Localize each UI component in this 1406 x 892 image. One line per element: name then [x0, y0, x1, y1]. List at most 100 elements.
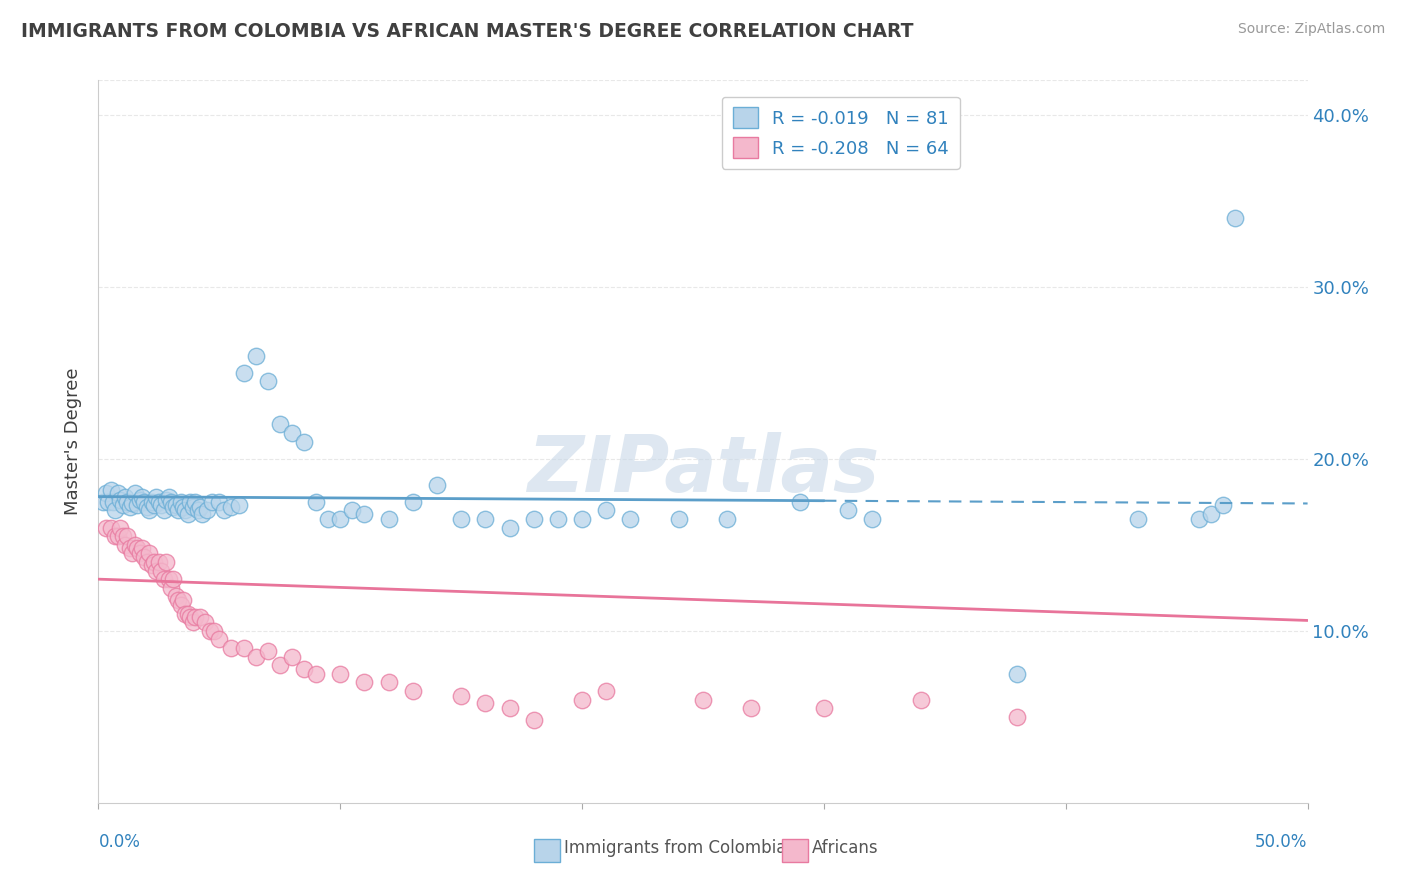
Point	[141, 558, 163, 573]
Text: Immigrants from Colombia: Immigrants from Colombia	[564, 838, 786, 856]
Point	[141, 494, 163, 508]
Point	[160, 494, 183, 508]
Point	[181, 500, 204, 514]
Point	[169, 598, 191, 612]
Point	[402, 684, 425, 698]
Point	[269, 417, 291, 432]
Point	[910, 692, 932, 706]
Point	[143, 498, 166, 512]
Legend: R = -0.019   N = 81, R = -0.208   N = 64: R = -0.019 N = 81, R = -0.208 N = 64	[721, 96, 960, 169]
Point	[281, 649, 304, 664]
Point	[124, 538, 146, 552]
Point	[157, 490, 180, 504]
Point	[143, 555, 166, 569]
Point	[157, 572, 180, 586]
Point	[138, 503, 160, 517]
Point	[474, 696, 496, 710]
Point	[150, 564, 173, 578]
Point	[167, 503, 190, 517]
Point	[228, 498, 250, 512]
Point	[155, 493, 177, 508]
Point	[353, 507, 375, 521]
Point	[127, 541, 149, 556]
Point	[124, 486, 146, 500]
Point	[292, 662, 315, 676]
Point	[100, 483, 122, 497]
Text: 0.0%: 0.0%	[98, 833, 141, 851]
Point	[108, 520, 131, 534]
Point	[523, 713, 546, 727]
Point	[191, 507, 214, 521]
Point	[172, 500, 194, 514]
Point	[245, 349, 267, 363]
Point	[128, 493, 150, 508]
Point	[305, 666, 328, 681]
Point	[179, 610, 201, 624]
Point	[162, 572, 184, 586]
Point	[450, 689, 472, 703]
Point	[450, 512, 472, 526]
Point	[837, 503, 859, 517]
Y-axis label: Master's Degree: Master's Degree	[65, 368, 83, 516]
Point	[245, 649, 267, 664]
Point	[114, 538, 136, 552]
Point	[523, 512, 546, 526]
Point	[194, 615, 217, 630]
Point	[111, 498, 134, 512]
Point	[174, 503, 197, 517]
FancyBboxPatch shape	[782, 838, 808, 862]
Point	[498, 701, 520, 715]
Point	[117, 494, 139, 508]
Point	[131, 490, 153, 504]
Point	[353, 675, 375, 690]
Point	[118, 500, 141, 514]
Point	[402, 494, 425, 508]
Point	[201, 494, 224, 508]
Point	[195, 503, 218, 517]
Point	[619, 512, 641, 526]
Point	[305, 494, 328, 508]
Point	[256, 375, 278, 389]
Point	[329, 512, 352, 526]
Point	[184, 610, 207, 624]
Point	[426, 477, 449, 491]
Point	[377, 512, 399, 526]
Point	[167, 592, 190, 607]
Point	[188, 610, 211, 624]
Point	[179, 494, 201, 508]
Point	[118, 541, 141, 556]
Point	[100, 520, 122, 534]
Point	[1007, 710, 1029, 724]
Point	[212, 503, 235, 517]
Point	[377, 675, 399, 690]
Point	[91, 494, 114, 508]
Point	[1188, 512, 1211, 526]
Point	[342, 503, 364, 517]
Point	[1199, 507, 1222, 521]
Text: ZIPatlas: ZIPatlas	[527, 433, 879, 508]
Point	[668, 512, 690, 526]
Point	[121, 546, 143, 560]
Point	[595, 503, 617, 517]
Point	[135, 500, 157, 514]
Point	[97, 494, 120, 508]
Point	[145, 490, 167, 504]
Text: Africans: Africans	[811, 838, 879, 856]
Point	[152, 572, 174, 586]
Point	[716, 512, 738, 526]
Point	[165, 498, 187, 512]
Point	[177, 607, 200, 621]
Point	[155, 555, 177, 569]
Point	[150, 498, 173, 512]
Point	[221, 640, 243, 655]
Point	[108, 493, 131, 508]
Point	[134, 494, 156, 508]
Text: IMMIGRANTS FROM COLOMBIA VS AFRICAN MASTER'S DEGREE CORRELATION CHART: IMMIGRANTS FROM COLOMBIA VS AFRICAN MAST…	[21, 22, 914, 41]
Point	[152, 503, 174, 517]
Point	[269, 658, 291, 673]
Point	[498, 520, 520, 534]
Point	[232, 640, 254, 655]
Text: 50.0%: 50.0%	[1256, 833, 1308, 851]
Point	[1223, 211, 1246, 225]
Point	[117, 529, 139, 543]
